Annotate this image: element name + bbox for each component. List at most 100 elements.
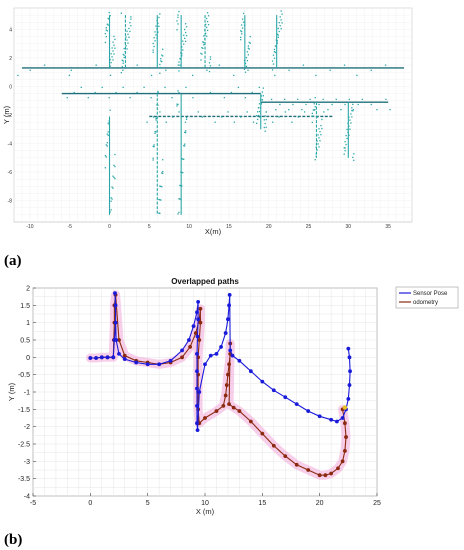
map-point bbox=[242, 12, 245, 15]
data-point-odometry bbox=[306, 468, 311, 472]
map-point bbox=[288, 69, 290, 71]
map-point bbox=[264, 115, 266, 117]
map-point bbox=[344, 147, 346, 149]
y-tick-label: 0.5 bbox=[20, 338, 30, 345]
map-point bbox=[288, 109, 290, 111]
map-point bbox=[273, 48, 276, 51]
map-point bbox=[191, 74, 194, 77]
map-point bbox=[280, 19, 282, 21]
data-point-odometry bbox=[342, 449, 347, 453]
map-point bbox=[257, 114, 260, 117]
map-point bbox=[315, 146, 317, 148]
map-point bbox=[108, 11, 110, 14]
map-point bbox=[181, 46, 183, 48]
map-point bbox=[124, 42, 126, 44]
map-point bbox=[181, 171, 183, 174]
map-point bbox=[177, 23, 179, 25]
data-point-odometry bbox=[221, 403, 226, 408]
map-point bbox=[263, 126, 265, 129]
map-point bbox=[109, 58, 111, 61]
map-point bbox=[323, 111, 325, 113]
map-point bbox=[104, 155, 107, 157]
map-point bbox=[185, 116, 188, 119]
map-point bbox=[184, 143, 186, 145]
map-point bbox=[346, 128, 348, 131]
map-point bbox=[114, 177, 116, 180]
map-point bbox=[101, 86, 103, 89]
map-point bbox=[278, 22, 280, 24]
map-point bbox=[184, 23, 187, 25]
map-point bbox=[177, 213, 179, 215]
map-point bbox=[376, 109, 378, 111]
map-point bbox=[107, 122, 109, 124]
map-point bbox=[179, 198, 181, 200]
map-point bbox=[389, 109, 391, 111]
map-point bbox=[246, 111, 248, 113]
map-point bbox=[279, 25, 281, 27]
map-point bbox=[241, 33, 243, 35]
map-point bbox=[152, 49, 154, 51]
x-tick-label: 30 bbox=[346, 224, 352, 230]
y-tick-label: 2 bbox=[26, 286, 30, 293]
data-point-sensor-pose bbox=[114, 338, 119, 342]
map-point bbox=[351, 107, 353, 109]
data-point-sensor-pose bbox=[294, 402, 299, 407]
y-tick-label: -2.5 bbox=[18, 442, 30, 449]
x-tick-label: 20 bbox=[266, 224, 272, 230]
data-point-sensor-pose bbox=[157, 362, 162, 367]
map-point bbox=[111, 56, 113, 58]
map-point bbox=[136, 64, 138, 66]
x-tick-label: 0 bbox=[108, 224, 111, 230]
map-point bbox=[274, 74, 276, 77]
map-point bbox=[177, 103, 179, 106]
map-point bbox=[347, 131, 349, 133]
map-point bbox=[347, 122, 349, 124]
data-point-odometry bbox=[193, 331, 198, 335]
map-point bbox=[244, 62, 247, 65]
map-point bbox=[284, 98, 286, 101]
map-point bbox=[130, 18, 132, 20]
map-point bbox=[205, 17, 208, 20]
x-tick-label: 35 bbox=[385, 224, 391, 230]
map-point bbox=[136, 91, 138, 94]
map-point bbox=[202, 47, 204, 50]
map-point bbox=[162, 159, 164, 161]
y-tick-label: -1 bbox=[24, 390, 30, 397]
legend: Sensor Pose odometry bbox=[395, 286, 459, 309]
map-point bbox=[258, 103, 261, 105]
map-point bbox=[152, 157, 154, 159]
map-point bbox=[128, 36, 130, 38]
data-point-sensor-pose bbox=[122, 357, 127, 361]
map-point bbox=[114, 47, 116, 49]
map-point bbox=[128, 27, 130, 30]
data-point-sensor-pose bbox=[306, 409, 311, 413]
map-point bbox=[121, 59, 123, 61]
data-point-sensor-pose bbox=[348, 369, 352, 374]
map-point bbox=[122, 86, 124, 89]
map-point bbox=[318, 103, 320, 106]
map-point bbox=[162, 170, 164, 173]
map-point bbox=[279, 16, 281, 18]
map-point bbox=[275, 39, 278, 41]
map-point bbox=[312, 109, 314, 111]
map-point bbox=[245, 56, 248, 59]
map-point bbox=[158, 198, 160, 201]
map-point bbox=[233, 74, 235, 77]
y-tick-label: 1 bbox=[26, 320, 30, 327]
map-point bbox=[273, 57, 276, 59]
map-point bbox=[126, 30, 128, 32]
map-point bbox=[178, 211, 180, 214]
map-point bbox=[274, 51, 277, 54]
panel-b-ylabel: Y (m) bbox=[7, 382, 16, 401]
map-point bbox=[150, 74, 153, 77]
map-point bbox=[197, 111, 199, 113]
map-point bbox=[350, 122, 352, 124]
map-point bbox=[123, 54, 125, 56]
map-point bbox=[126, 39, 128, 41]
map-point bbox=[129, 97, 131, 99]
map-point bbox=[180, 58, 182, 60]
map-point bbox=[171, 97, 173, 99]
map-point bbox=[240, 30, 242, 32]
map-point bbox=[264, 122, 266, 125]
panel-a-label: (a) bbox=[4, 253, 22, 269]
